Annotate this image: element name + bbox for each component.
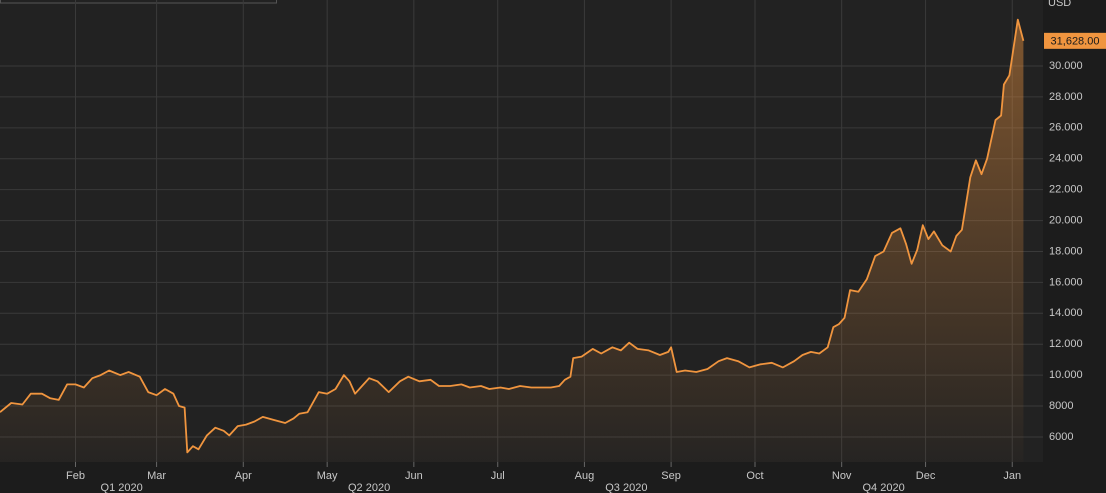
- x-tick-label: Feb: [66, 470, 85, 482]
- last-value-box: [1044, 32, 1106, 49]
- y-tick-label: 12.000: [1049, 338, 1083, 350]
- y-tick-label: 24.000: [1049, 153, 1083, 165]
- x-tick-label: Aug: [575, 470, 595, 482]
- x-axis-background: [0, 462, 1043, 493]
- x-tick-label: Jan: [1003, 470, 1021, 482]
- x-tick-label: Sep: [661, 470, 681, 482]
- y-tick-label: 26.000: [1049, 122, 1083, 134]
- area: [0, 19, 1024, 462]
- y-tick-label: 14.000: [1049, 307, 1083, 319]
- quarter-label: Q4 2020: [863, 482, 905, 493]
- x-tick-label: Oct: [746, 470, 763, 482]
- y-tick-label: 22.000: [1049, 184, 1083, 196]
- quarter-label: Q2 2020: [348, 482, 390, 493]
- x-tick-label: Apr: [235, 470, 252, 482]
- x-tick-label: Jun: [405, 470, 423, 482]
- y-tick-label: 30.000: [1049, 60, 1083, 72]
- x-tick-label: Nov: [832, 470, 852, 482]
- x-tick-label: May: [317, 470, 338, 482]
- line: [0, 18, 1025, 454]
- x-tick-label: Jul: [491, 470, 505, 482]
- y-tick-label: 20.000: [1049, 214, 1083, 226]
- last-value-label: 31,628.00: [1051, 36, 1100, 48]
- y-tick-label: 16.000: [1049, 276, 1083, 288]
- marks: [0, 18, 1025, 462]
- y-tick-label: 6000: [1049, 431, 1073, 443]
- y-tick-label: 28.000: [1049, 91, 1083, 103]
- x-tick-label: Mar: [147, 470, 166, 482]
- y-axis-label: USD: [1048, 0, 1071, 9]
- x-tick-label: Dec: [916, 470, 936, 482]
- y-tick-label: 10.000: [1049, 369, 1083, 381]
- quarter-label: Q1 2020: [101, 482, 143, 493]
- labels: 6000 8000 10.000 12.000 14.000 16.000 18.000 20…: [66, 32, 1106, 493]
- y-tick-label: 8000: [1049, 400, 1073, 412]
- axis-background: [1043, 0, 1106, 493]
- y-tick-label: 18.000: [1049, 245, 1083, 257]
- toolbar-box: [0, 0, 277, 4]
- quarter-label: Q3 2020: [605, 482, 647, 493]
